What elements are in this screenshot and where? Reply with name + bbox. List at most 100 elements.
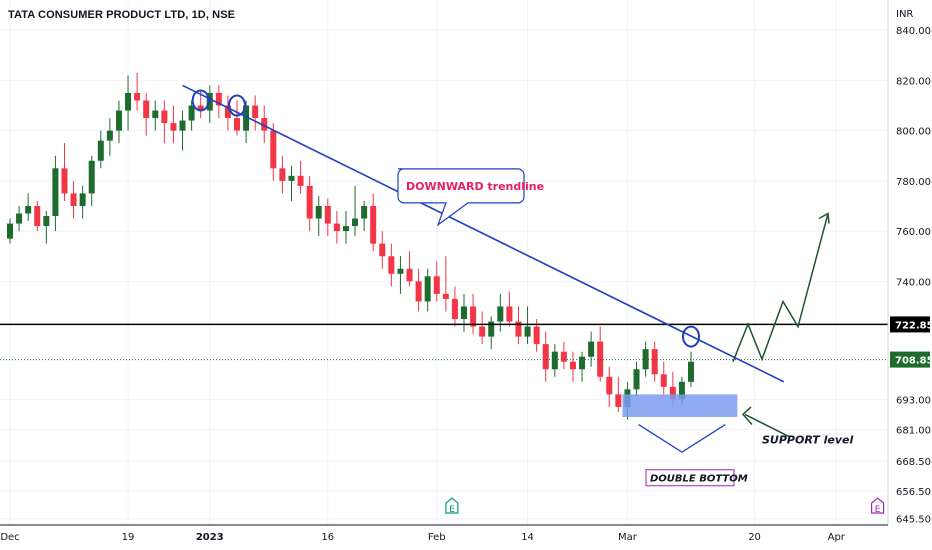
current-price-label: 708.85 (895, 356, 932, 367)
candle-body (52, 168, 59, 217)
y-tick-label: 656.50 (896, 487, 931, 498)
candle-body (451, 298, 458, 320)
candle-body (606, 376, 613, 395)
touch-circle (228, 94, 246, 117)
candle-body (125, 92, 132, 111)
support-arrow-head (741, 406, 753, 426)
candle-body (678, 381, 685, 400)
y-tick-label: 800.00 (896, 127, 931, 138)
candle-body (524, 326, 531, 337)
candle-body (424, 276, 431, 302)
candle-body (25, 205, 32, 214)
candle-body (615, 394, 622, 407)
candle-body (470, 306, 477, 327)
double-bottom-label: DOUBLE BOTTOM (650, 474, 748, 485)
x-tick-label: Apr (828, 532, 846, 543)
y-tick-label: 780.00 (896, 177, 931, 188)
candle-body (515, 321, 522, 337)
time-axis[interactable]: 15Dec19202316Feb14Mar20AprMay (0, 532, 932, 543)
earnings-event-marker[interactable]: E (871, 497, 885, 515)
candle-body (361, 205, 368, 219)
grid-lines (0, 0, 888, 525)
candle-body (379, 243, 386, 257)
candle-body (488, 321, 495, 337)
x-tick-label: 16 (321, 532, 334, 543)
candle-body (34, 205, 41, 227)
candle-body (252, 105, 259, 119)
candle-body (569, 361, 576, 370)
touch-circle (191, 89, 210, 112)
currency-label: INR (896, 9, 913, 20)
candle-body (270, 130, 277, 169)
candle-body (206, 92, 213, 111)
event-marker-letter: E (875, 505, 881, 515)
candle-body (106, 130, 113, 141)
candle-body (533, 326, 540, 345)
candle-body (243, 105, 250, 131)
candle-body (43, 216, 50, 227)
candle-body (297, 175, 304, 186)
candle-body (288, 175, 295, 181)
y-tick-label: 645.50 (896, 515, 931, 526)
price-axis[interactable]: 840.00 820.00 800.00 780.00 760.00 740.00 693.… (896, 26, 931, 526)
candle-body (197, 105, 204, 111)
candle-body (415, 281, 422, 302)
trendline-callout-text: DOWNWARD trendline (406, 180, 544, 193)
candle-body (506, 306, 513, 322)
candle-body (442, 293, 449, 299)
price-tags: 722.85 708.85 (890, 316, 932, 368)
candle-body (333, 223, 340, 232)
candle-body (324, 205, 331, 224)
x-tick-label: Dec (0, 532, 19, 543)
candle-body (388, 256, 395, 274)
drawings: DOWNWARD trendline DOUBLE BOTTOM SUPPORT l… (0, 84, 888, 487)
candle-body (551, 351, 558, 370)
candle-body (479, 326, 486, 337)
trendline-callout (397, 168, 525, 227)
candle-body (224, 105, 231, 119)
projection-arrow-head (818, 212, 830, 224)
candle-body (315, 205, 322, 219)
y-tick-label: 760.00 (896, 227, 931, 238)
x-tick-label: 14 (521, 532, 534, 543)
candle-body (97, 140, 104, 161)
event-marker-letter: E (449, 505, 455, 515)
candle-body (179, 120, 186, 131)
candle-body (234, 118, 240, 131)
x-tick-label: 2023 (196, 532, 224, 543)
candle-body (542, 344, 549, 370)
candle-body (588, 341, 595, 357)
resistance-price-tag (890, 316, 930, 333)
candle-body (188, 105, 195, 121)
candle-body (306, 185, 313, 219)
candle-body (651, 349, 658, 375)
support-label: SUPPORT level (762, 434, 854, 447)
touch-circle (682, 325, 700, 348)
support-arrow (744, 413, 791, 438)
candle-body (16, 213, 23, 224)
downward-trendline (182, 84, 785, 383)
candle-body (261, 118, 268, 131)
candle-body (352, 218, 359, 227)
candle-body (152, 110, 159, 119)
candle-body (279, 168, 286, 181)
y-tick-label: 740.00 (896, 277, 931, 288)
event-marker-shape (871, 497, 885, 514)
event-marker-shape (445, 497, 459, 514)
candle-body (497, 306, 504, 322)
earnings-event-marker[interactable]: E (445, 497, 459, 515)
candle-body (660, 374, 667, 387)
y-tick-label: 681.00 (896, 426, 931, 437)
x-tick-label: 20 (748, 532, 761, 543)
candle-body (433, 276, 440, 294)
candle-body (7, 223, 13, 239)
candle-body (370, 205, 377, 244)
candle-body (633, 369, 640, 390)
candle-body (406, 268, 413, 282)
candle-body (115, 110, 122, 131)
candle-body (170, 123, 177, 131)
support-zone (622, 394, 738, 417)
candle-body (70, 193, 77, 206)
